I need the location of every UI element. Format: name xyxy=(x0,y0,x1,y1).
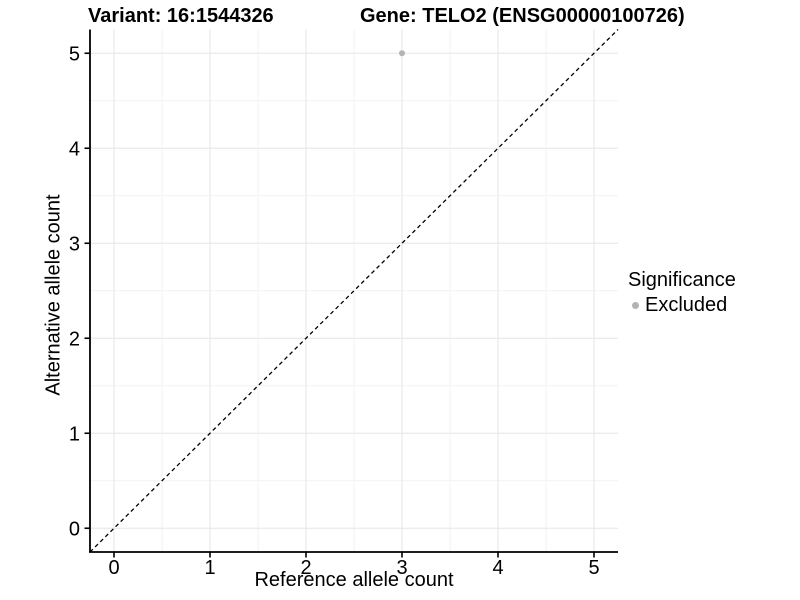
y-tick-label: 0 xyxy=(69,518,80,540)
identity-line xyxy=(89,29,619,553)
plot-title-variant: Variant: 16:1544326 xyxy=(88,5,274,27)
legend-item-label: Excluded xyxy=(645,294,728,316)
y-tick-label: 2 xyxy=(69,328,80,350)
x-axis-title: Reference allele count xyxy=(254,569,454,591)
data-point xyxy=(399,50,405,57)
x-tick-label: 1 xyxy=(204,557,215,579)
legend-item-excluded: Excluded xyxy=(628,294,736,317)
legend: Significance Excluded xyxy=(628,269,736,317)
x-tick-label: 2 xyxy=(300,557,311,579)
plot-title-gene: Gene: TELO2 (ENSG00000100726) xyxy=(360,5,685,27)
x-tick-label: 3 xyxy=(396,557,407,579)
x-tick-label: 0 xyxy=(108,557,119,579)
y-tick-label: 1 xyxy=(69,423,80,445)
y-tick-label: 3 xyxy=(69,233,80,255)
legend-key-dot-icon xyxy=(632,302,639,309)
y-tick-label: 4 xyxy=(69,138,80,160)
y-axis-title-text: Alternative allele count xyxy=(42,194,65,396)
x-tick-label: 4 xyxy=(492,557,503,579)
x-tick-label: 5 xyxy=(588,557,599,579)
legend-title: Significance xyxy=(628,269,736,291)
y-tick-label: 5 xyxy=(69,43,80,65)
